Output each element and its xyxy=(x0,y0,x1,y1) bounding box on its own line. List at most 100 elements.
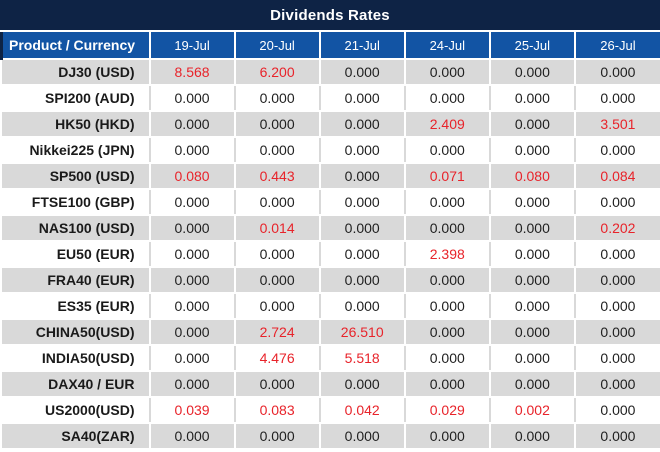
table-header: Product / Currency 19-Jul 20-Jul 21-Jul 24-J… xyxy=(0,32,660,60)
table-row: EU50 (EUR) 0.000 0.000 0.000 2.398 0.000 0.000 xyxy=(1,241,660,268)
cell-value: 2.409 xyxy=(404,111,491,138)
cell-value: 0.000 xyxy=(149,319,236,346)
cell-product: DAX40 / EUR xyxy=(1,371,151,398)
cell-product: FTSE100 (GBP) xyxy=(1,189,151,216)
cell-value: 0.000 xyxy=(489,189,576,216)
cell-value: 0.000 xyxy=(489,137,576,164)
cell-value: 0.071 xyxy=(404,163,491,190)
cell-value: 5.518 xyxy=(319,345,406,372)
cell-product: DJ30 (USD) xyxy=(1,59,151,86)
cell-value: 0.000 xyxy=(574,85,660,112)
cell-product: Nikkei225 (JPN) xyxy=(1,137,151,164)
cell-value: 0.014 xyxy=(234,215,321,242)
table-row: HK50 (HKD) 0.000 0.000 0.000 2.409 0.000 3.501 xyxy=(1,111,660,138)
cell-value: 8.568 xyxy=(149,59,236,86)
cell-value: 0.000 xyxy=(319,423,406,450)
cell-value: 0.000 xyxy=(234,85,321,112)
cell-value: 0.000 xyxy=(404,371,491,398)
table-row: SPI200 (AUD) 0.000 0.000 0.000 0.000 0.000 0.0… xyxy=(1,85,660,112)
cell-value: 0.000 xyxy=(574,137,660,164)
cell-value: 0.000 xyxy=(489,371,576,398)
cell-value: 0.000 xyxy=(149,137,236,164)
header-date-24-jul: 24-Jul xyxy=(404,32,491,60)
cell-value: 0.000 xyxy=(404,319,491,346)
cell-value: 0.000 xyxy=(489,111,576,138)
cell-value: 0.000 xyxy=(404,293,491,320)
cell-value: 0.000 xyxy=(489,215,576,242)
header-date-26-jul: 26-Jul xyxy=(574,32,660,60)
cell-product: INDIA50(USD) xyxy=(1,345,151,372)
cell-value: 0.000 xyxy=(149,293,236,320)
cell-value: 0.000 xyxy=(234,267,321,294)
cell-value: 0.000 xyxy=(574,397,660,424)
cell-value: 0.000 xyxy=(404,267,491,294)
cell-product: NAS100 (USD) xyxy=(1,215,151,242)
header-date-19-jul: 19-Jul xyxy=(149,32,236,60)
cell-value: 0.000 xyxy=(574,267,660,294)
cell-value: 0.000 xyxy=(149,241,236,268)
cell-value: 0.002 xyxy=(489,397,576,424)
header-row: Product / Currency 19-Jul 20-Jul 21-Jul 24-J… xyxy=(0,32,660,60)
cell-value: 0.000 xyxy=(149,345,236,372)
cell-product: FRA40 (EUR) xyxy=(1,267,151,294)
cell-value: 0.000 xyxy=(319,111,406,138)
cell-value: 0.000 xyxy=(404,345,491,372)
cell-value: 0.000 xyxy=(234,111,321,138)
cell-value: 2.398 xyxy=(404,241,491,268)
cell-value: 0.080 xyxy=(489,163,576,190)
table-row: Nikkei225 (JPN) 0.000 0.000 0.000 0.000 0.000… xyxy=(1,137,660,164)
cell-value: 0.000 xyxy=(149,423,236,450)
cell-value: 0.000 xyxy=(574,319,660,346)
cell-value: 0.000 xyxy=(404,423,491,450)
cell-value: 0.000 xyxy=(234,241,321,268)
cell-product: EU50 (EUR) xyxy=(1,241,151,268)
cell-value: 26.510 xyxy=(319,319,406,346)
cell-value: 0.000 xyxy=(574,59,660,86)
table-row: FTSE100 (GBP) 0.000 0.000 0.000 0.000 0.000 0.… xyxy=(1,189,660,216)
cell-value: 0.000 xyxy=(234,293,321,320)
cell-product: US2000(USD) xyxy=(1,397,151,424)
cell-value: 0.000 xyxy=(489,345,576,372)
cell-value: 0.000 xyxy=(319,241,406,268)
cell-value: 0.000 xyxy=(149,85,236,112)
cell-value: 0.000 xyxy=(404,215,491,242)
table-row: INDIA50(USD) 0.000 4.476 5.518 0.000 0.000 0.0… xyxy=(1,345,660,372)
cell-product: HK50 (HKD) xyxy=(1,111,151,138)
header-date-25-jul: 25-Jul xyxy=(489,32,576,60)
cell-value: 0.000 xyxy=(574,345,660,372)
cell-value: 0.000 xyxy=(404,59,491,86)
dividends-table: Product / Currency 19-Jul 20-Jul 21-Jul 24-J… xyxy=(0,32,660,450)
cell-value: 0.000 xyxy=(149,189,236,216)
cell-value: 2.724 xyxy=(234,319,321,346)
cell-value: 0.000 xyxy=(149,111,236,138)
table-row: SP500 (USD) 0.080 0.443 0.000 0.071 0.080 0.08… xyxy=(1,163,660,190)
cell-value: 0.084 xyxy=(574,163,660,190)
table-row: ES35 (EUR) 0.000 0.000 0.000 0.000 0.000 0.000 xyxy=(1,293,660,320)
cell-value: 0.000 xyxy=(149,371,236,398)
cell-value: 0.000 xyxy=(574,241,660,268)
cell-value: 0.000 xyxy=(574,189,660,216)
cell-product: SPI200 (AUD) xyxy=(1,85,151,112)
cell-value: 0.000 xyxy=(234,371,321,398)
cell-value: 0.202 xyxy=(574,215,660,242)
cell-value: 0.443 xyxy=(234,163,321,190)
cell-value: 0.000 xyxy=(574,293,660,320)
table-row: CHINA50(USD) 0.000 2.724 26.510 0.000 0.000 0.… xyxy=(1,319,660,346)
cell-value: 3.501 xyxy=(574,111,660,138)
header-date-20-jul: 20-Jul xyxy=(234,32,321,60)
table-row: DAX40 / EUR 0.000 0.000 0.000 0.000 0.000 0.00… xyxy=(1,371,660,398)
cell-value: 0.000 xyxy=(319,85,406,112)
cell-value: 0.000 xyxy=(574,371,660,398)
cell-value: 0.000 xyxy=(489,267,576,294)
cell-value: 4.476 xyxy=(234,345,321,372)
cell-value: 0.083 xyxy=(234,397,321,424)
cell-value: 0.000 xyxy=(319,215,406,242)
cell-value: 0.000 xyxy=(489,241,576,268)
cell-value: 0.000 xyxy=(404,189,491,216)
cell-value: 0.042 xyxy=(319,397,406,424)
cell-value: 0.000 xyxy=(319,163,406,190)
cell-value: 0.039 xyxy=(149,397,236,424)
cell-value: 0.000 xyxy=(149,267,236,294)
cell-product: ES35 (EUR) xyxy=(1,293,151,320)
